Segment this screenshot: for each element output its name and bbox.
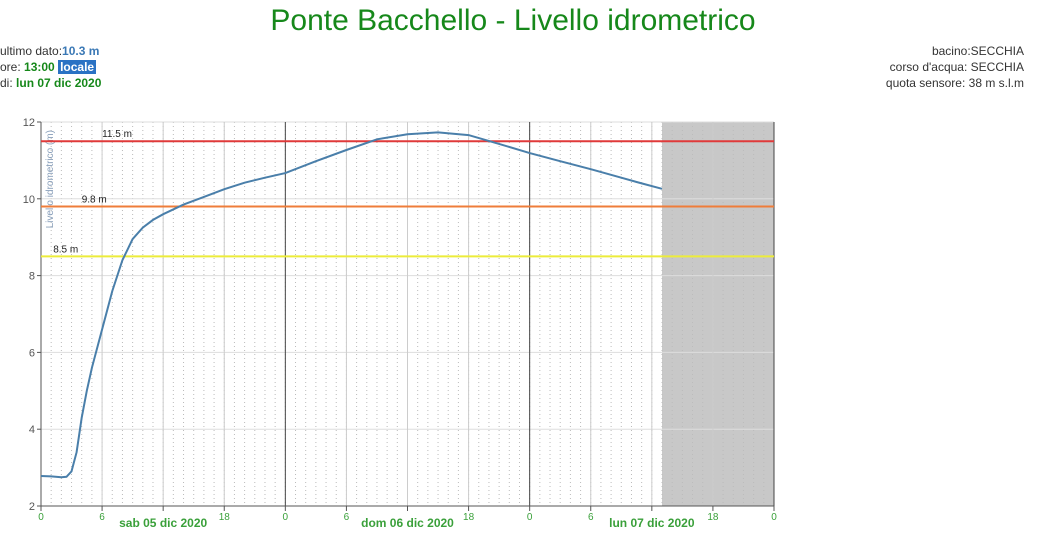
- threshold-label: 11.5 m: [102, 129, 132, 140]
- chart-title: Ponte Bacchello - Livello idrometrico: [270, 4, 756, 37]
- label: ultimo dato:: [0, 44, 63, 58]
- info: quota sensore: 38 m s.l.m: [885, 76, 1024, 90]
- x-tick-label: 18: [707, 512, 719, 523]
- x-tick-label: 0: [38, 512, 44, 523]
- x-tick-label: dom 06 dic 2020: [361, 516, 454, 530]
- x-tick-label: 0: [527, 512, 533, 523]
- x-tick-label: 18: [463, 512, 475, 523]
- x-tick-label: 6: [344, 512, 350, 523]
- threshold-label: 8.5 m: [53, 244, 78, 255]
- info-right: bacino:SECCHIA corso d'acqua: SECCHIA qu…: [886, 43, 1024, 91]
- y-tick-label: 8: [29, 271, 35, 283]
- y-tick-label: 6: [29, 347, 35, 359]
- label: ore:: [0, 60, 21, 74]
- threshold-label: 9.8 m: [82, 194, 107, 205]
- data-line: [40, 131, 663, 479]
- label: di:: [0, 76, 13, 90]
- x-tick-label: 18: [219, 512, 231, 523]
- x-tick-label: 0: [283, 512, 289, 523]
- tag: locale: [58, 60, 97, 74]
- x-tick-label: 6: [588, 512, 594, 523]
- info: bacino:SECCHIA: [931, 44, 1024, 58]
- y-tick-label: 4: [29, 424, 35, 436]
- value: lun 07 dic 2020: [16, 76, 102, 90]
- y-tick-label: 12: [23, 117, 35, 129]
- y-tick-label: 2: [29, 501, 35, 513]
- shaded-region: [662, 122, 774, 506]
- value: 13:00: [24, 60, 55, 74]
- x-tick-label: lun 07 dic 2020: [609, 516, 695, 530]
- info-left: ultimo dato:10.3 m ore: 13:00 locale di:…: [0, 43, 101, 91]
- info: corso d'acqua: SECCHIA: [889, 60, 1024, 74]
- x-tick-label: 0: [771, 512, 777, 523]
- x-tick-label: sab 05 dic 2020: [119, 516, 207, 530]
- y-axis-title: Livello idrometrico (m): [45, 130, 56, 228]
- value: 10.3 m: [62, 44, 100, 58]
- x-tick-label: 6: [99, 512, 105, 523]
- y-tick-label: 10: [23, 194, 35, 206]
